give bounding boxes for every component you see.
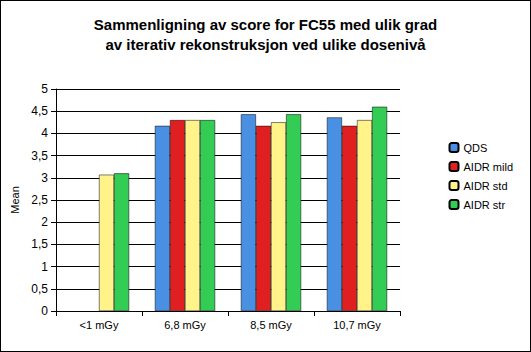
- svg-text:av iterativ rekonstruksjon ved: av iterativ rekonstruksjon ved ulike dos…: [105, 36, 426, 53]
- svg-text:<1 mGy: <1 mGy: [80, 319, 119, 331]
- svg-text:AIDR str: AIDR str: [463, 199, 505, 211]
- svg-text:4: 4: [41, 126, 48, 140]
- svg-text:1: 1: [41, 260, 48, 274]
- svg-text:AIDR std: AIDR std: [463, 180, 507, 192]
- svg-text:2: 2: [41, 215, 48, 229]
- svg-text:8,5 mGy: 8,5 mGy: [250, 319, 292, 331]
- svg-text:3,5: 3,5: [31, 149, 48, 163]
- svg-text:Sammenligning av score for FC5: Sammenligning av score for FC55 med ulik…: [94, 16, 437, 33]
- svg-text:QDS: QDS: [463, 142, 487, 154]
- svg-text:5: 5: [41, 82, 48, 96]
- svg-text:AIDR mild: AIDR mild: [463, 161, 513, 173]
- svg-text:Mean: Mean: [9, 186, 21, 214]
- svg-text:3: 3: [41, 171, 48, 185]
- svg-text:0: 0: [41, 304, 48, 318]
- svg-text:2,5: 2,5: [31, 193, 48, 207]
- svg-text:6,8 mGy: 6,8 mGy: [164, 319, 206, 331]
- svg-text:10,7 mGy: 10,7 mGy: [333, 319, 381, 331]
- svg-text:4,5: 4,5: [31, 104, 48, 118]
- svg-text:1,5: 1,5: [31, 237, 48, 251]
- svg-text:0,5: 0,5: [31, 282, 48, 296]
